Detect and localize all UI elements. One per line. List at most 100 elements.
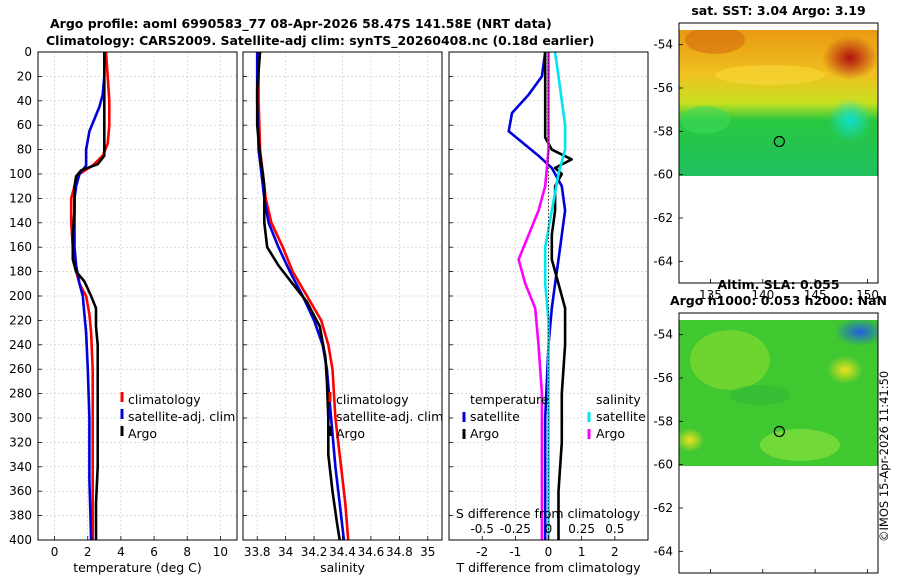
y-tick-label: 180: [9, 265, 32, 279]
series-line-salinity-argo: [517, 52, 550, 540]
legend-title: temperature: [470, 392, 549, 407]
x-tick-label: -2: [476, 545, 488, 559]
x-tick-label: 6: [150, 545, 158, 559]
x-tick-label: 140: [751, 288, 774, 302]
x-tick-label: 150: [856, 578, 879, 580]
legend-label: Argo: [128, 426, 157, 441]
y-tick-label: 340: [9, 460, 32, 474]
y-tick-label: 260: [9, 362, 32, 376]
x-tick-label: 8: [183, 545, 191, 559]
y-tick-label: 380: [9, 509, 32, 523]
y-tick-label: 200: [9, 289, 32, 303]
copyright-label: ©IMOS 15-Apr-2026 11:41:50: [877, 371, 891, 542]
s-tick-label: 0.5: [605, 522, 624, 536]
x-tick-label: 34.8: [386, 545, 413, 559]
y-tick-label: -56: [653, 371, 673, 385]
y-tick-label: -58: [653, 124, 673, 138]
x-tick-label: 2: [611, 545, 619, 559]
x-axis-label: salinity: [320, 560, 365, 575]
x-tick-label: 34.4: [329, 545, 356, 559]
y-tick-label: 300: [9, 411, 32, 425]
x-tick-label: 10: [213, 545, 228, 559]
y-tick-label: -60: [653, 458, 673, 472]
y-tick-label: -64: [653, 254, 673, 268]
y-tick-label: -62: [653, 211, 673, 225]
s-tick-label: 0.25: [568, 522, 595, 536]
x-tick-label: 145: [804, 578, 827, 580]
x-tick-label: 35: [420, 545, 435, 559]
s-tick-label: -0.25: [500, 522, 531, 536]
sla-map-image: [679, 320, 878, 466]
legend-title: salinity: [596, 392, 641, 407]
legend-label: satellite-adj. clim: [128, 409, 235, 424]
x-tick-label: 34: [278, 545, 293, 559]
y-tick-label: 140: [9, 216, 32, 230]
y-tick-label: 0: [24, 45, 32, 59]
legend-label: climatology: [128, 392, 201, 407]
map-title: sat. SST: 3.04 Argo: 3.19: [691, 3, 865, 18]
y-tick-label: 400: [9, 533, 32, 547]
sst-map-image: [679, 30, 878, 176]
x-tick-label: 2: [84, 545, 92, 559]
temperature-profile: 0 2 4 6 8 10020406080100120140160180200220240…: [9, 45, 238, 575]
y-tick-label: -64: [653, 544, 673, 558]
salinity-profile: 33.8 34 34.2 34.4 34.6 34.8 35 salinity climatol…: [242, 51, 443, 575]
x-axis-label: temperature (deg C): [73, 560, 202, 575]
x-tick-label: 135: [699, 288, 722, 302]
x-tick-label: 135: [699, 578, 722, 580]
difference-profile: -2 -1 0 1 2T difference from climatology temp…: [448, 51, 649, 575]
legend-label: Argo: [336, 426, 365, 441]
series-line-temperature-argo: [543, 52, 574, 540]
s-tick-label: -0.5: [470, 522, 493, 536]
legend-label: satellite: [470, 409, 520, 424]
sla-map: 135 140 145 150 -54 -56 -58 -60 -62 -64 Altim. SLA…: [653, 277, 887, 580]
y-tick-label: 220: [9, 313, 32, 327]
figure-title-line2: Climatology: CARS2009. Satellite-adj cli…: [46, 33, 595, 48]
x-tick-label: 4: [117, 545, 125, 559]
x-tick-label: 33.8: [244, 545, 271, 559]
legend-label: climatology: [336, 392, 409, 407]
y-tick-label: 100: [9, 167, 32, 181]
figure-title-line1: Argo profile: aoml 6990583_77 08-Apr-202…: [50, 16, 552, 31]
y-tick-label: -54: [653, 38, 673, 52]
float-position-marker: [773, 425, 785, 438]
x-tick-label: 150: [856, 288, 879, 302]
x-tick-label: -1: [509, 545, 521, 559]
map-title: Altim. SLA: 0.055: [717, 277, 839, 292]
legend-label: satellite-adj. clim: [336, 409, 443, 424]
y-tick-label: 360: [9, 484, 32, 498]
sst-map: 135 140 145 150 -54 -56 -58 -60 -62 -64 sat. SST: …: [653, 3, 879, 302]
y-tick-label: 20: [17, 69, 32, 83]
y-tick-label: -56: [653, 81, 673, 95]
x-tick-label: 145: [804, 288, 827, 302]
s-diff-axis-label: S difference from climatology: [456, 506, 641, 521]
x-tick-label: 140: [751, 578, 774, 580]
x-tick-label: 34.2: [301, 545, 328, 559]
y-tick-label: 60: [17, 118, 32, 132]
x-axis-label: T difference from climatology: [455, 560, 641, 575]
s-tick-label: 0: [545, 522, 553, 536]
y-tick-label: 160: [9, 240, 32, 254]
y-tick-label: 320: [9, 435, 32, 449]
legend-label: Argo: [470, 426, 499, 441]
y-tick-label: -58: [653, 414, 673, 428]
series-line-climatology: [69, 51, 111, 540]
x-tick-label: 1: [578, 545, 586, 559]
legend-label: Argo: [596, 426, 625, 441]
y-tick-label: 280: [9, 387, 32, 401]
map-frame: [678, 22, 879, 284]
y-tick-label: 40: [17, 94, 32, 108]
y-tick-label: 240: [9, 338, 32, 352]
y-tick-label: 120: [9, 191, 32, 205]
legend-label: satellite: [596, 409, 646, 424]
map-frame: [678, 312, 879, 574]
x-tick-label: 34.6: [358, 545, 385, 559]
y-tick-label: 80: [17, 143, 32, 157]
x-tick-label: 0: [51, 545, 59, 559]
y-tick-label: -60: [653, 168, 673, 182]
y-tick-label: -54: [653, 328, 673, 342]
float-position-marker: [773, 135, 785, 148]
x-tick-label: 0: [545, 545, 553, 559]
series-line-argo: [71, 52, 106, 540]
